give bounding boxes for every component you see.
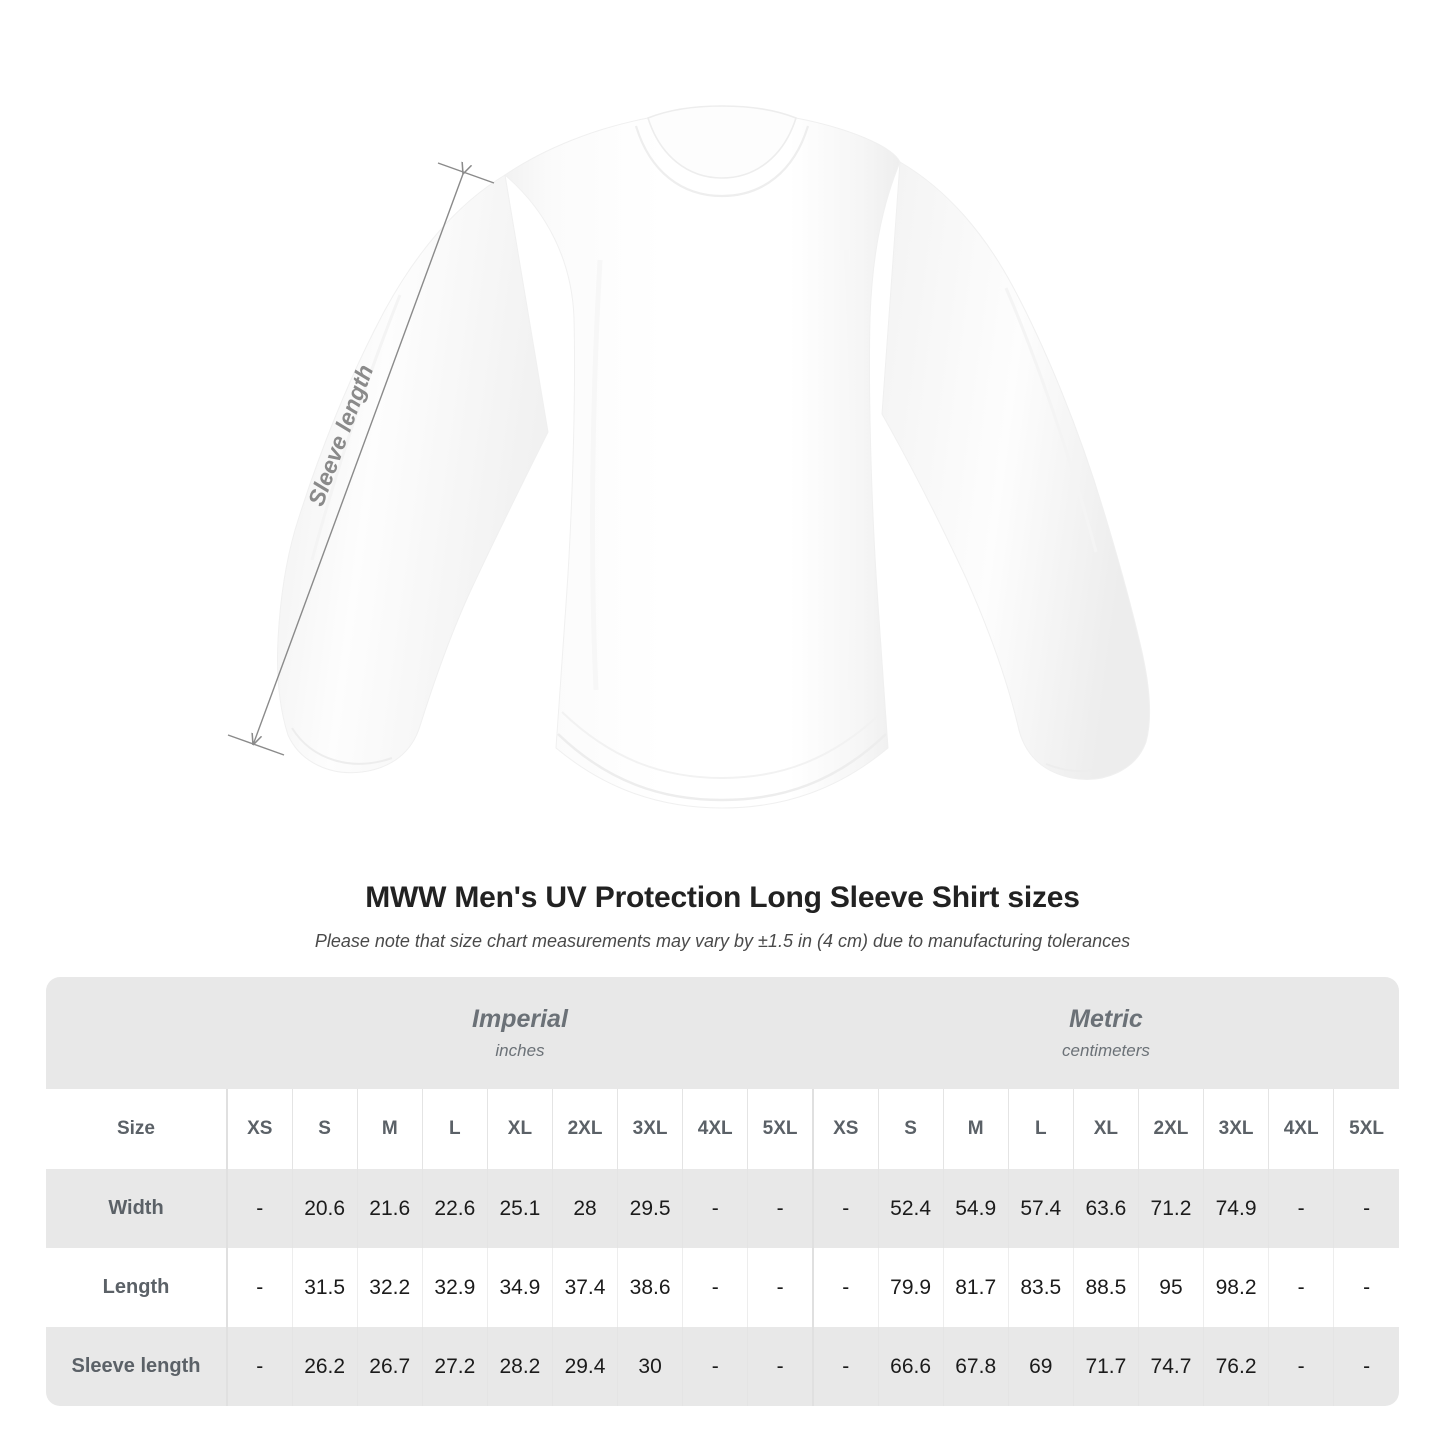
cell-width-imperial-l: 22.6 bbox=[421, 1169, 488, 1248]
cell-length-imperial-4xl: - bbox=[682, 1248, 748, 1327]
size-header-imperial-xl: XL bbox=[486, 1089, 553, 1169]
cell-length-imperial-s: 31.5 bbox=[291, 1248, 358, 1327]
cell-sleeve-imperial-2xl: 29.4 bbox=[551, 1327, 618, 1406]
cell-sleeve-metric-xs: - bbox=[811, 1327, 879, 1406]
cell-sleeve-imperial-xl: 28.2 bbox=[486, 1327, 553, 1406]
cell-sleeve-metric-m: 67.8 bbox=[942, 1327, 1009, 1406]
table-row: Length - 31.5 32.2 32.9 34.9 37.4 38.6 -… bbox=[46, 1248, 1399, 1327]
cell-sleeve-metric-5xl: - bbox=[1333, 1327, 1399, 1406]
cell-width-imperial-s: 20.6 bbox=[291, 1169, 358, 1248]
cell-sleeve-imperial-s: 26.2 bbox=[291, 1327, 358, 1406]
unit-group-imperial-sub: inches bbox=[495, 1041, 545, 1060]
cell-width-imperial-xs: - bbox=[225, 1169, 293, 1248]
cell-length-metric-xl: 88.5 bbox=[1072, 1248, 1139, 1327]
cell-length-metric-l: 83.5 bbox=[1007, 1248, 1074, 1327]
unit-group-metric: Metric centimeters bbox=[812, 977, 1399, 1089]
size-header-metric-m: M bbox=[942, 1089, 1009, 1169]
cell-width-imperial-2xl: 28 bbox=[551, 1169, 618, 1248]
title-block: MWW Men's UV Protection Long Sleeve Shir… bbox=[0, 878, 1445, 953]
cell-sleeve-imperial-3xl: 30 bbox=[617, 1327, 683, 1406]
size-header-imperial-xs: XS bbox=[225, 1089, 293, 1169]
size-table: Imperial inches Metric centimeters Size … bbox=[46, 977, 1399, 1406]
cell-length-imperial-xs: - bbox=[225, 1248, 293, 1327]
row-label-width: Width bbox=[46, 1169, 227, 1248]
cell-width-metric-m: 54.9 bbox=[942, 1169, 1009, 1248]
cell-length-metric-4xl: - bbox=[1268, 1248, 1334, 1327]
cell-length-metric-5xl: - bbox=[1333, 1248, 1399, 1327]
cell-sleeve-metric-xl: 71.7 bbox=[1072, 1327, 1139, 1406]
cell-length-imperial-3xl: 38.6 bbox=[617, 1248, 683, 1327]
size-header-row: Size XS S M L XL 2XL 3XL 4XL 5XL XS S M … bbox=[46, 1089, 1399, 1169]
cell-length-metric-2xl: 95 bbox=[1137, 1248, 1204, 1327]
cell-length-imperial-l: 32.9 bbox=[421, 1248, 488, 1327]
unit-banner-row: Imperial inches Metric centimeters bbox=[46, 977, 1399, 1089]
unit-banner-spacer bbox=[46, 977, 227, 1089]
page-title: MWW Men's UV Protection Long Sleeve Shir… bbox=[365, 881, 1080, 914]
cell-width-imperial-4xl: - bbox=[682, 1169, 748, 1248]
cell-sleeve-metric-3xl: 76.2 bbox=[1203, 1327, 1269, 1406]
cell-width-metric-5xl: - bbox=[1333, 1169, 1399, 1248]
cell-sleeve-imperial-l: 27.2 bbox=[421, 1327, 488, 1406]
unit-group-imperial-name: Imperial bbox=[472, 1005, 568, 1033]
size-header-metric-2xl: 2XL bbox=[1137, 1089, 1204, 1169]
right-sleeve bbox=[881, 161, 1150, 780]
cell-width-metric-4xl: - bbox=[1268, 1169, 1334, 1248]
size-header-imperial-l: L bbox=[421, 1089, 488, 1169]
cell-sleeve-metric-l: 69 bbox=[1007, 1327, 1074, 1406]
collar bbox=[634, 105, 810, 198]
cell-length-metric-xs: - bbox=[811, 1248, 879, 1327]
cell-sleeve-imperial-4xl: - bbox=[682, 1327, 748, 1406]
size-header-metric-s: S bbox=[877, 1089, 944, 1169]
cell-length-imperial-xl: 34.9 bbox=[486, 1248, 553, 1327]
size-header-metric-4xl: 4XL bbox=[1268, 1089, 1334, 1169]
cell-sleeve-metric-s: 66.6 bbox=[877, 1327, 944, 1406]
cell-length-imperial-m: 32.2 bbox=[356, 1248, 423, 1327]
cell-length-metric-3xl: 98.2 bbox=[1203, 1248, 1269, 1327]
table-row: Width - 20.6 21.6 22.6 25.1 28 29.5 - - … bbox=[46, 1169, 1399, 1248]
cell-width-metric-2xl: 71.2 bbox=[1137, 1169, 1204, 1248]
cell-sleeve-imperial-m: 26.7 bbox=[356, 1327, 423, 1406]
cell-width-imperial-5xl: - bbox=[747, 1169, 813, 1248]
tolerance-note: Please note that size chart measurements… bbox=[314, 931, 1131, 951]
cell-width-metric-l: 57.4 bbox=[1007, 1169, 1074, 1248]
size-header-metric-xs: XS bbox=[811, 1089, 879, 1169]
size-table-container: Imperial inches Metric centimeters Size … bbox=[46, 977, 1399, 1406]
size-header-label: Size bbox=[46, 1089, 227, 1169]
cell-length-metric-s: 79.9 bbox=[877, 1248, 944, 1327]
cell-sleeve-metric-4xl: - bbox=[1268, 1327, 1334, 1406]
cell-width-metric-3xl: 74.9 bbox=[1203, 1169, 1269, 1248]
cell-width-metric-s: 52.4 bbox=[877, 1169, 944, 1248]
cell-length-imperial-5xl: - bbox=[747, 1248, 813, 1327]
cell-width-imperial-3xl: 29.5 bbox=[617, 1169, 683, 1248]
cell-width-imperial-m: 21.6 bbox=[356, 1169, 423, 1248]
size-header-imperial-3xl: 3XL bbox=[617, 1089, 683, 1169]
size-header-metric-xl: XL bbox=[1072, 1089, 1139, 1169]
size-header-metric-l: L bbox=[1007, 1089, 1074, 1169]
cell-width-metric-xl: 63.6 bbox=[1072, 1169, 1139, 1248]
cell-length-metric-m: 81.7 bbox=[942, 1248, 1009, 1327]
unit-group-imperial: Imperial inches bbox=[227, 977, 813, 1089]
cell-sleeve-imperial-xs: - bbox=[225, 1327, 293, 1406]
cell-width-metric-xs: - bbox=[811, 1169, 879, 1248]
row-label-sleeve-length: Sleeve length bbox=[46, 1327, 227, 1406]
cell-sleeve-metric-2xl: 74.7 bbox=[1137, 1327, 1204, 1406]
size-header-imperial-2xl: 2XL bbox=[551, 1089, 618, 1169]
table-row: Sleeve length - 26.2 26.7 27.2 28.2 29.4… bbox=[46, 1327, 1399, 1406]
garment-illustration: Sleeve length bbox=[227, 105, 1150, 809]
unit-group-metric-name: Metric bbox=[1069, 1005, 1143, 1033]
size-header-imperial-4xl: 4XL bbox=[682, 1089, 748, 1169]
cell-length-imperial-2xl: 37.4 bbox=[551, 1248, 618, 1327]
size-header-imperial-m: M bbox=[356, 1089, 423, 1169]
cell-sleeve-imperial-5xl: - bbox=[747, 1327, 813, 1406]
shirt-body bbox=[504, 117, 901, 809]
size-header-imperial-s: S bbox=[291, 1089, 358, 1169]
size-header-imperial-5xl: 5XL bbox=[747, 1089, 813, 1169]
size-header-metric-3xl: 3XL bbox=[1203, 1089, 1269, 1169]
row-label-length: Length bbox=[46, 1248, 227, 1327]
size-header-metric-5xl: 5XL bbox=[1333, 1089, 1399, 1169]
cell-width-imperial-xl: 25.1 bbox=[486, 1169, 553, 1248]
unit-group-metric-sub: centimeters bbox=[1062, 1041, 1150, 1060]
